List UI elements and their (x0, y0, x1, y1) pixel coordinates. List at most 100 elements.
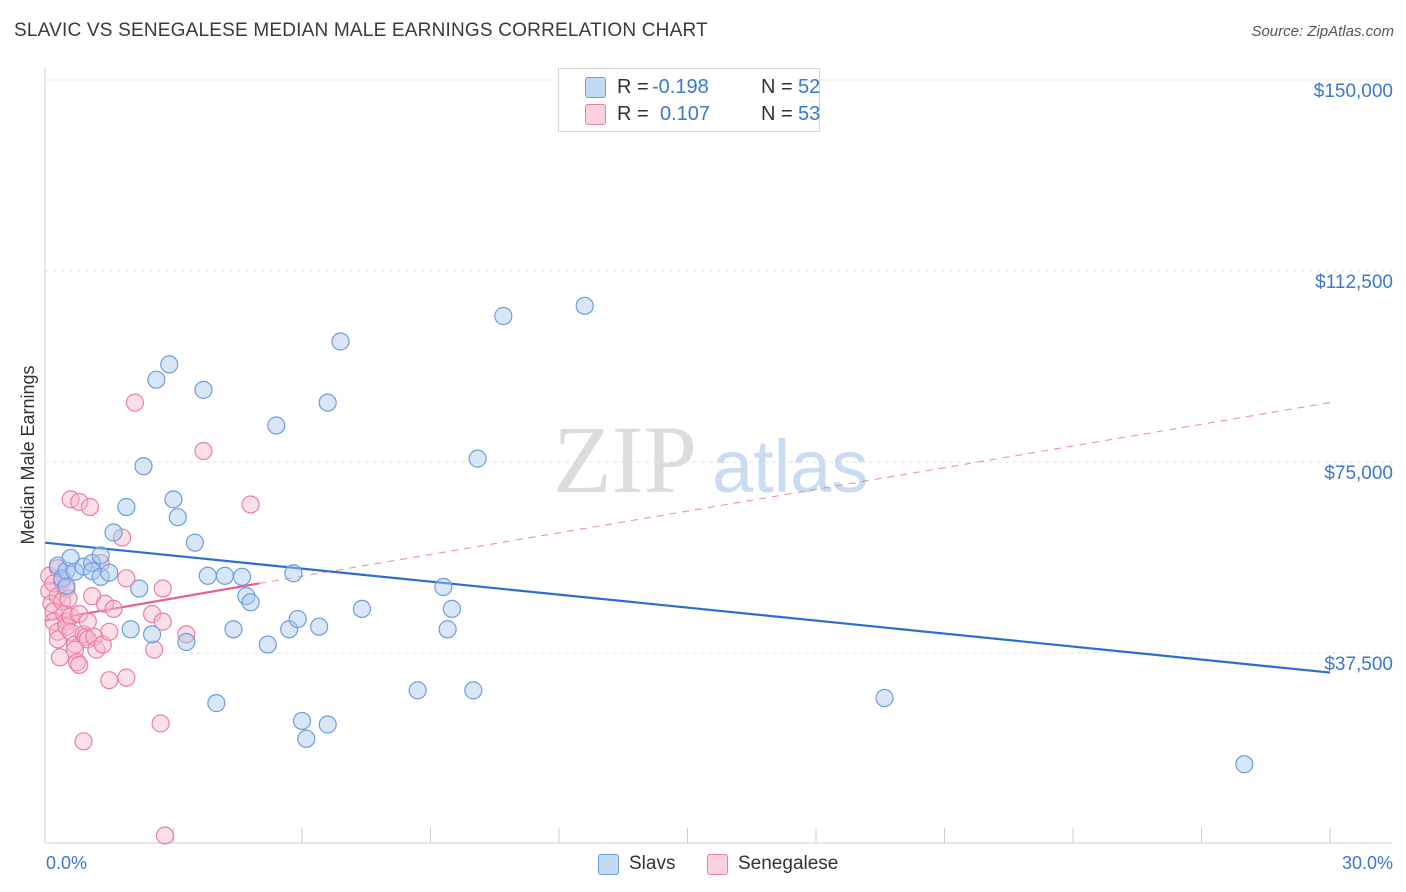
senegalese-point (241, 495, 260, 514)
senegalese-point (125, 393, 145, 412)
senegalese-point (74, 732, 93, 751)
slavs-point (91, 546, 110, 565)
slavs-point (57, 576, 76, 596)
slavs-point (310, 617, 329, 636)
y-axis-label: Median Male Earnings (18, 365, 38, 544)
y-tick-label: $150,000 (1314, 81, 1393, 102)
watermark-atlas: atlas (712, 425, 868, 508)
senegalese-point (145, 640, 164, 659)
senegalese-point (70, 655, 89, 675)
slavs-point (297, 729, 316, 748)
slavs-point (177, 632, 196, 652)
slavs-point (164, 490, 183, 509)
senegalese-legend-label: Senegalese (738, 853, 839, 874)
trend-lines (44, 402, 1331, 674)
slavs-point (318, 715, 337, 734)
legend-n-label: N = (761, 76, 793, 98)
slavs-point (258, 635, 277, 654)
slavs-point (130, 579, 149, 598)
slavs-point (875, 688, 894, 708)
senegalese-legend-swatch (707, 854, 728, 875)
legend-n-value-slavs: 52 (798, 76, 821, 98)
slavs-point (207, 694, 226, 713)
y-tick-label: $37,500 (1324, 654, 1393, 675)
slavs-trend-line (44, 541, 1331, 674)
senegalese-point (104, 599, 123, 618)
slavs-point (215, 566, 234, 585)
senegalese-point (78, 612, 97, 631)
senegalese-point (117, 668, 136, 687)
slavs-point (1235, 755, 1254, 774)
y-tick-label: $112,500 (1315, 272, 1393, 293)
senegalese-point (177, 625, 196, 644)
slavs-point (292, 711, 312, 731)
x-tick-label-max: 30.0% (1342, 853, 1393, 873)
slavs-point (408, 681, 427, 700)
slavs-point (318, 393, 337, 412)
slavs-points (48, 296, 1254, 774)
senegalese-point (70, 492, 89, 512)
slavs-point (288, 609, 307, 629)
senegalese-point (117, 569, 136, 588)
legend-r-value-senegalese: 0.107 (660, 103, 711, 125)
x-tick-label-min: 0.0% (46, 853, 87, 873)
senegalese-point (95, 594, 115, 613)
y-tick-label: $75,000 (1324, 463, 1393, 484)
legend-r-label: R = (617, 76, 649, 98)
legend-r-label: R = (617, 103, 649, 125)
slavs-point (267, 416, 286, 435)
senegalese-point (50, 648, 70, 667)
slavs-point (494, 306, 513, 326)
senegalese-point (112, 528, 132, 547)
slavs-point (160, 355, 179, 374)
slavs-point (442, 599, 462, 618)
slavs-point (468, 449, 487, 468)
slavs-legend-label: Slavs (629, 853, 676, 874)
watermark-zip: ZIP (553, 406, 697, 513)
senegalese-point (80, 497, 100, 517)
senegalese-point (100, 671, 119, 690)
slavs-point (232, 567, 252, 586)
slavs-point (168, 508, 187, 527)
watermark: ZIP atlas (553, 406, 868, 513)
senegalese-point (194, 441, 213, 461)
slavs-point (438, 620, 457, 639)
slavs-point (575, 296, 594, 315)
legend-n-label: N = (761, 103, 793, 125)
slavs-point (121, 620, 140, 639)
source-credit: Source: ZipAtlas.com (1251, 23, 1394, 40)
senegalese-point (151, 714, 170, 733)
slavs-point (198, 566, 217, 585)
slavs-point (185, 533, 205, 552)
slavs-point (224, 620, 243, 639)
slavs-point (61, 548, 80, 568)
senegalese-point (68, 653, 87, 672)
correlation-legend: R = -0.198 N = 52 R = 0.107 N = 53 (558, 68, 820, 132)
slavs-swatch (585, 77, 606, 98)
slavs-point (91, 567, 110, 586)
slavs-point (117, 497, 136, 517)
slavs-point (331, 332, 350, 351)
slavs-point (194, 380, 213, 399)
slavs-point (134, 457, 153, 476)
legend-r-value-slavs: -0.198 (652, 76, 709, 98)
senegalese-swatch (585, 104, 606, 125)
axes (44, 68, 1392, 844)
slavs-point (284, 564, 303, 583)
senegalese-point (153, 579, 172, 598)
slavs-point (352, 599, 372, 618)
slavs-point (241, 593, 260, 612)
y-tick-labels: $37,500 $75,000 $112,500 $150,000 (1314, 81, 1393, 675)
x-ticks (44, 828, 1331, 843)
legend-n-value-senegalese: 53 (798, 103, 821, 125)
slavs-legend-swatch (598, 854, 619, 875)
senegalese-point (100, 622, 119, 641)
slavs-point (104, 523, 123, 542)
gridlines (45, 79, 1392, 654)
chart-title: SLAVIC VS SENEGALESE MEDIAN MALE EARNING… (14, 20, 708, 41)
senegalese-point (155, 826, 175, 845)
slavs-point (434, 577, 453, 597)
senegalese-trend-line (44, 582, 260, 622)
senegalese-point (153, 612, 172, 631)
